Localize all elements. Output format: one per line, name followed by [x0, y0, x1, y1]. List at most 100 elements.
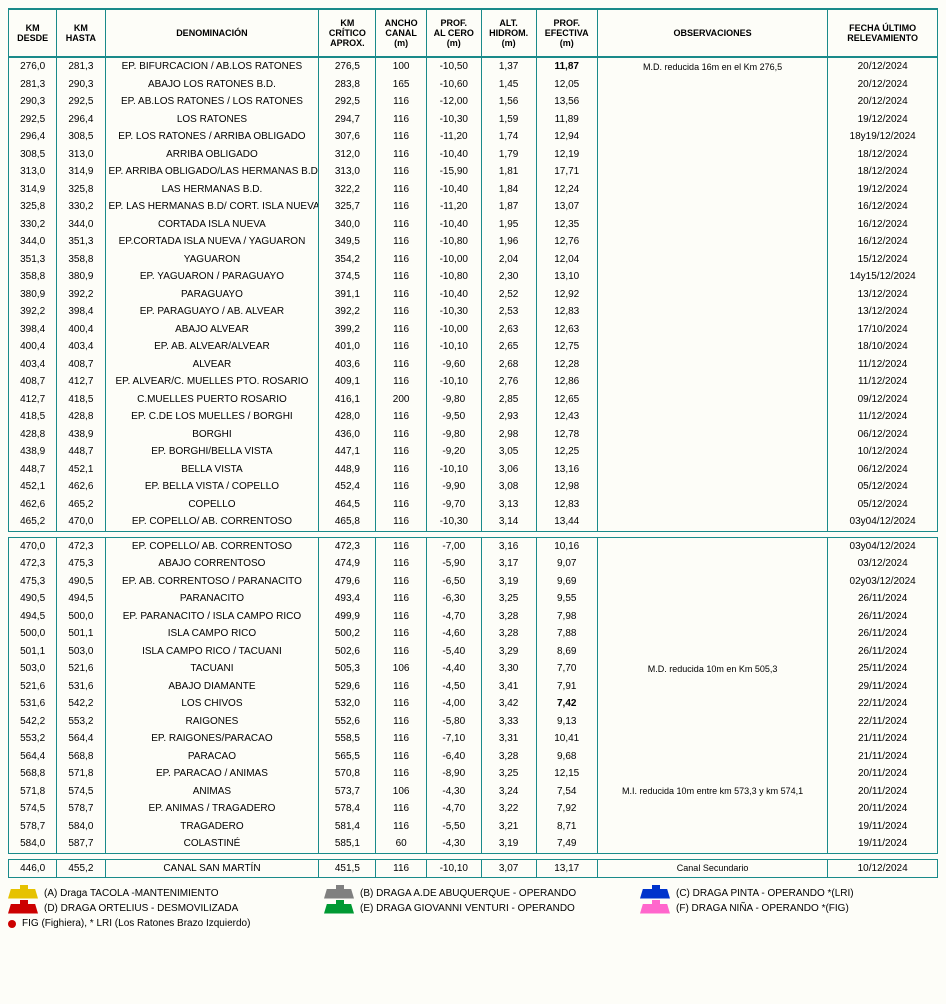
cell: -4,70	[426, 800, 481, 818]
table-row: 380,9392,2PARAGUAYO391,1116-10,402,5212,…	[9, 286, 938, 304]
cell: COPELLO	[105, 496, 319, 514]
cell: EP. AB. ALVEAR/ALVEAR	[105, 338, 319, 356]
cell: 574,5	[57, 783, 105, 801]
cell: LAS HERMANAS B.D.	[105, 181, 319, 199]
cell: 2,93	[481, 408, 536, 426]
cell: 494,5	[57, 590, 105, 608]
cell: 1,81	[481, 163, 536, 181]
cell: 3,25	[481, 765, 536, 783]
cell	[597, 408, 827, 426]
cell: 9,69	[536, 573, 597, 591]
cell: 447,1	[319, 443, 376, 461]
cell: ISLA CAMPO RICO / TACUANI	[105, 643, 319, 661]
cell	[597, 391, 827, 409]
cell: 281,3	[9, 76, 57, 94]
cell: ARRIBA OBLIGADO	[105, 146, 319, 164]
cell: 2,76	[481, 373, 536, 391]
cell: -11,20	[426, 128, 481, 146]
table-row: 296,4308,5EP. LOS RATONES / ARRIBA OBLIG…	[9, 128, 938, 146]
cell	[597, 338, 827, 356]
cell: 106	[376, 660, 426, 678]
cell: 584,0	[57, 818, 105, 836]
cell	[597, 478, 827, 496]
cell: 470,0	[9, 537, 57, 555]
cell	[597, 251, 827, 269]
cell: 542,2	[57, 695, 105, 713]
cell: 553,2	[57, 713, 105, 731]
cell: 9,07	[536, 555, 597, 573]
cell: 290,3	[57, 76, 105, 94]
table-row: 412,7418,5C.MUELLES PUERTO ROSARIO416,12…	[9, 391, 938, 409]
cell: -12,00	[426, 93, 481, 111]
table-row: 465,2470,0EP. COPELLO/ AB. CORRENTOSO465…	[9, 513, 938, 531]
cell: 452,1	[9, 478, 57, 496]
table-row: 568,8571,8EP. PARACAO / ANIMAS570,8116-8…	[9, 765, 938, 783]
table-row: 542,2553,2RAIGONES552,6116-5,803,339,132…	[9, 713, 938, 731]
cell: 564,4	[57, 730, 105, 748]
cell: 3,28	[481, 748, 536, 766]
cell: 314,9	[9, 181, 57, 199]
channel-table: KMDESDEKMHASTADENOMINACIÓNKMCRÍTICOAPROX…	[8, 8, 938, 878]
cell: 465,2	[9, 513, 57, 531]
cell	[597, 573, 827, 591]
cell: 578,7	[57, 800, 105, 818]
cell: 351,3	[57, 233, 105, 251]
cell	[597, 730, 827, 748]
cell: BORGHI	[105, 426, 319, 444]
cell: 292,5	[57, 93, 105, 111]
cell: 165	[376, 76, 426, 94]
table-row: 392,2398,4EP. PARAGUAYO / AB. ALVEAR392,…	[9, 303, 938, 321]
cell: 552,6	[319, 713, 376, 731]
cell: 3,24	[481, 783, 536, 801]
cell: 2,63	[481, 321, 536, 339]
cell: 12,75	[536, 338, 597, 356]
cell	[597, 695, 827, 713]
cell: 570,8	[319, 765, 376, 783]
cell: 9,55	[536, 590, 597, 608]
legend: (A) Draga TACOLA -MANTENIMIENTO(B) DRAGA…	[8, 888, 938, 929]
cell: 3,25	[481, 590, 536, 608]
cell: 116	[376, 373, 426, 391]
cell: 3,08	[481, 478, 536, 496]
cell: 116	[376, 321, 426, 339]
cell: 11/12/2024	[828, 408, 938, 426]
cell: -9,80	[426, 391, 481, 409]
table-row: 584,0587,7COLASTINÉ585,160-4,303,197,491…	[9, 835, 938, 853]
cell: 308,5	[57, 128, 105, 146]
cell: 09/12/2024	[828, 391, 938, 409]
cell: 116	[376, 426, 426, 444]
cell: -10,80	[426, 268, 481, 286]
table-row: 446,0455,2CANAL SAN MARTÍN451,5116-10,10…	[9, 859, 938, 878]
cell: 16/12/2024	[828, 216, 938, 234]
cell: ABAJO LOS RATONES B.D.	[105, 76, 319, 94]
cell: 3,28	[481, 625, 536, 643]
cell: 2,68	[481, 356, 536, 374]
ship-icon	[640, 889, 670, 899]
cell: 116	[376, 111, 426, 129]
cell: 12,63	[536, 321, 597, 339]
cell: 479,6	[319, 573, 376, 591]
cell: Canal Secundario	[597, 859, 827, 878]
ship-icon	[324, 889, 354, 899]
cell: -9,20	[426, 443, 481, 461]
cell: 12,19	[536, 146, 597, 164]
cell: 3,21	[481, 818, 536, 836]
cell: 290,3	[9, 93, 57, 111]
table-row: 448,7452,1BELLA VISTA448,9116-10,103,061…	[9, 461, 938, 479]
cell	[597, 713, 827, 731]
cell: 12,43	[536, 408, 597, 426]
cell	[597, 321, 827, 339]
cell: 474,9	[319, 555, 376, 573]
cell: 403,4	[9, 356, 57, 374]
cell: 503,0	[57, 643, 105, 661]
cell: 325,8	[57, 181, 105, 199]
cell: -6,40	[426, 748, 481, 766]
cell: 314,9	[57, 163, 105, 181]
cell: EP. ALVEAR/C. MUELLES PTO. ROSARIO	[105, 373, 319, 391]
cell: 500,0	[57, 608, 105, 626]
legend-item: (E) DRAGA GIOVANNI VENTURI - OPERANDO	[324, 903, 622, 914]
cell: 438,9	[9, 443, 57, 461]
cell: 116	[376, 443, 426, 461]
cell: 116	[376, 730, 426, 748]
cell: -10,10	[426, 461, 481, 479]
